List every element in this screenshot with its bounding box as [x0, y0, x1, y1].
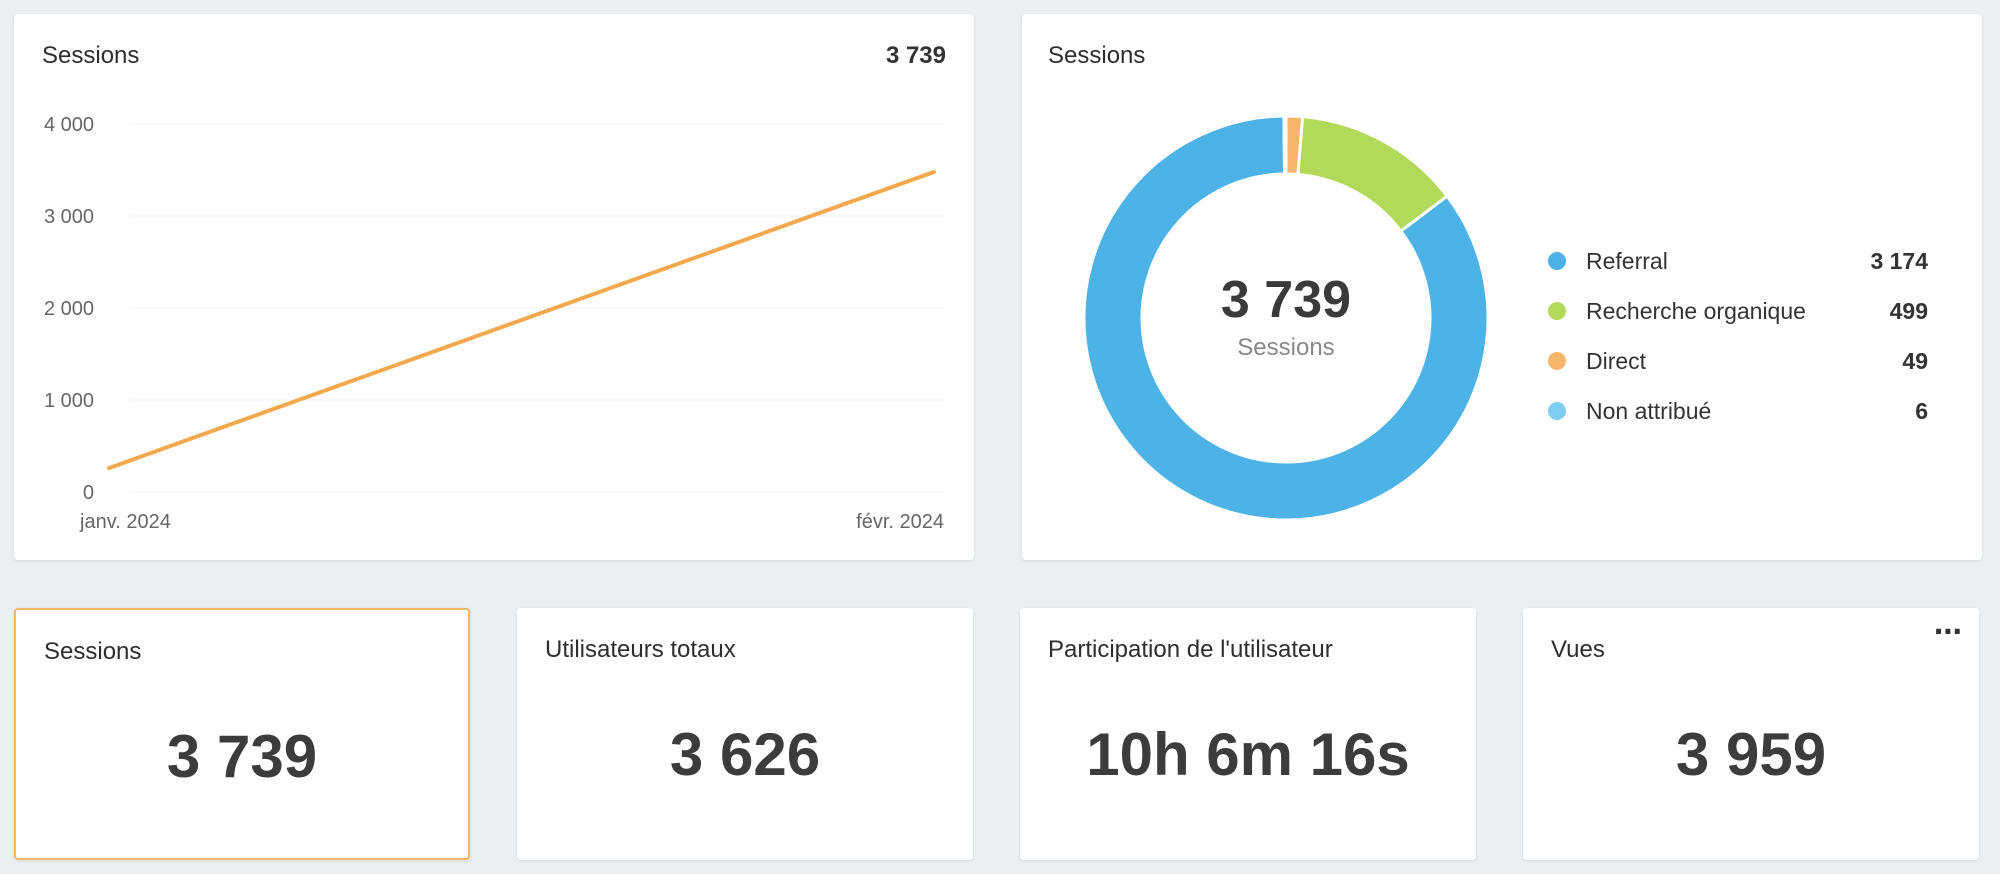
- sessions-line-chart-card: Sessions 3 739 0 1 000 2 000 3 000 4 000 janv…: [14, 14, 974, 560]
- legend-value: 49: [1902, 347, 1928, 374]
- y-tick-label: 0: [83, 482, 94, 504]
- donut-legend: Referral 3 174 Recherche organique 499 D…: [1548, 236, 1928, 436]
- kpi-title: Sessions: [44, 638, 142, 665]
- kpi-card-user-engagement[interactable]: Participation de l'utilisateur 10h 6m 16…: [1020, 608, 1476, 860]
- donut-center-value: 3 739: [1220, 271, 1352, 329]
- kpi-value: 10h 6m 16s: [1086, 721, 1410, 788]
- y-tick-label: 1 000: [44, 390, 94, 412]
- donut-slice-referral[interactable]: [1082, 114, 1490, 522]
- x-tick-label: janv. 2024: [79, 511, 171, 533]
- legend-label: Referral: [1586, 247, 1668, 274]
- sessions-donut-chart: [1082, 114, 1490, 522]
- donut-chart-title: Sessions: [1048, 42, 1146, 69]
- y-tick-label: 2 000: [44, 298, 94, 320]
- legend-item-referral[interactable]: Referral 3 174: [1548, 236, 1928, 286]
- legend-dot-organic-search: [1548, 302, 1566, 320]
- legend-dot-unassigned: [1548, 402, 1566, 420]
- kpi-title: Utilisateurs totaux: [545, 636, 736, 663]
- legend-item-unassigned[interactable]: Non attribué 6: [1548, 386, 1928, 436]
- legend-value: 499: [1889, 297, 1928, 324]
- donut-slice-unassigned[interactable]: [1282, 114, 1288, 176]
- sessions-donut-chart-card: Sessions 3 739 Sessions Referral 3 174 R…: [1022, 14, 1982, 560]
- kpi-card-views[interactable]: Vues ⋯ 3 959: [1523, 608, 1979, 860]
- kpi-value: 3 959: [1675, 721, 1827, 788]
- legend-label: Non attribué: [1586, 397, 1712, 424]
- donut-center: 3 739 Sessions: [1082, 114, 1490, 522]
- legend-dot-referral: [1548, 252, 1566, 270]
- more-horizontal-icon[interactable]: ⋯: [1934, 616, 1963, 647]
- kpi-card-total-users[interactable]: Utilisateurs totaux 3 626: [517, 608, 973, 860]
- kpi-title: Participation de l'utilisateur: [1048, 636, 1333, 663]
- x-tick-label: févr. 2024: [856, 511, 944, 533]
- kpi-title: Vues: [1551, 636, 1605, 663]
- sessions-line-chart: 0 1 000 2 000 3 000 4 000 janv. 2024 févr. 202…: [44, 114, 944, 533]
- kpi-card-sessions[interactable]: Sessions 3 739: [14, 608, 470, 860]
- legend-item-direct[interactable]: Direct 49: [1548, 336, 1928, 386]
- legend-label: Recherche organique: [1586, 297, 1806, 324]
- y-tick-label: 3 000: [44, 206, 94, 228]
- donut-center-label: Sessions: [1237, 334, 1335, 361]
- line-chart-total: 3 739: [885, 42, 946, 69]
- legend-label: Direct: [1586, 347, 1647, 374]
- legend-value: 6: [1915, 397, 1928, 424]
- series-line[interactable]: [107, 169, 936, 471]
- legend-dot-direct: [1548, 352, 1566, 370]
- kpi-value: 3 626: [669, 721, 821, 788]
- kpi-value: 3 739: [166, 723, 318, 790]
- legend-item-organic-search[interactable]: Recherche organique 499: [1548, 286, 1928, 336]
- legend-value: 3 174: [1870, 247, 1928, 274]
- y-tick-label: 4 000: [44, 114, 94, 136]
- line-chart-title: Sessions: [42, 42, 140, 69]
